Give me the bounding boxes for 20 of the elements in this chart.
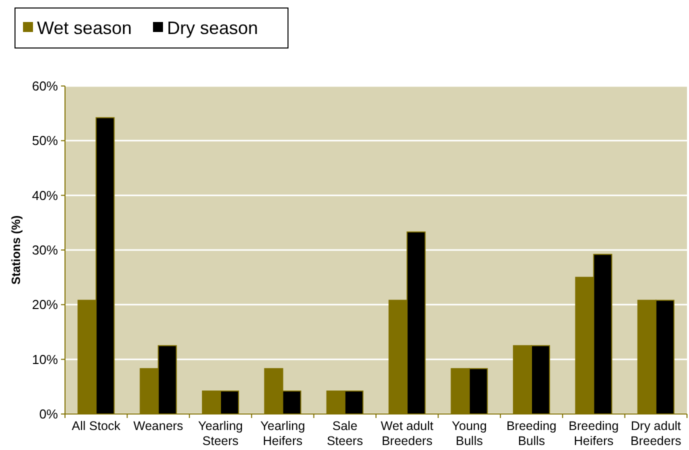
y-tick-label: 20% xyxy=(32,297,58,312)
y-axis-title: Stations (%) xyxy=(9,215,23,285)
x-tick-label: All Stock xyxy=(72,419,122,433)
x-tick-label: Young Bulls xyxy=(452,419,487,448)
x-tick-label: Yearling Steers xyxy=(198,419,243,448)
x-tick-label: Weaners xyxy=(133,419,184,433)
y-tick-label: 60% xyxy=(32,78,58,94)
x-tick-label: Dry adult Breeders xyxy=(630,419,682,448)
x-tick-label: Breeding Bulls xyxy=(506,419,557,448)
x-tick-label: Sale Steers xyxy=(326,419,363,448)
y-tick-label: 0% xyxy=(39,406,58,422)
y-tick-label: 50% xyxy=(32,133,58,148)
legend-label: Dry season xyxy=(167,18,258,38)
x-tick-label: Wet adult Breeders xyxy=(380,419,434,448)
x-tick-label: Yearling Heifers xyxy=(260,419,306,448)
legend-label: Wet season xyxy=(37,18,132,38)
x-tick-label: Breeding Heifers xyxy=(568,419,619,448)
y-tick-label: 10% xyxy=(32,352,58,367)
y-tick-label: 30% xyxy=(32,242,58,258)
y-tick-label: 40% xyxy=(32,188,58,203)
